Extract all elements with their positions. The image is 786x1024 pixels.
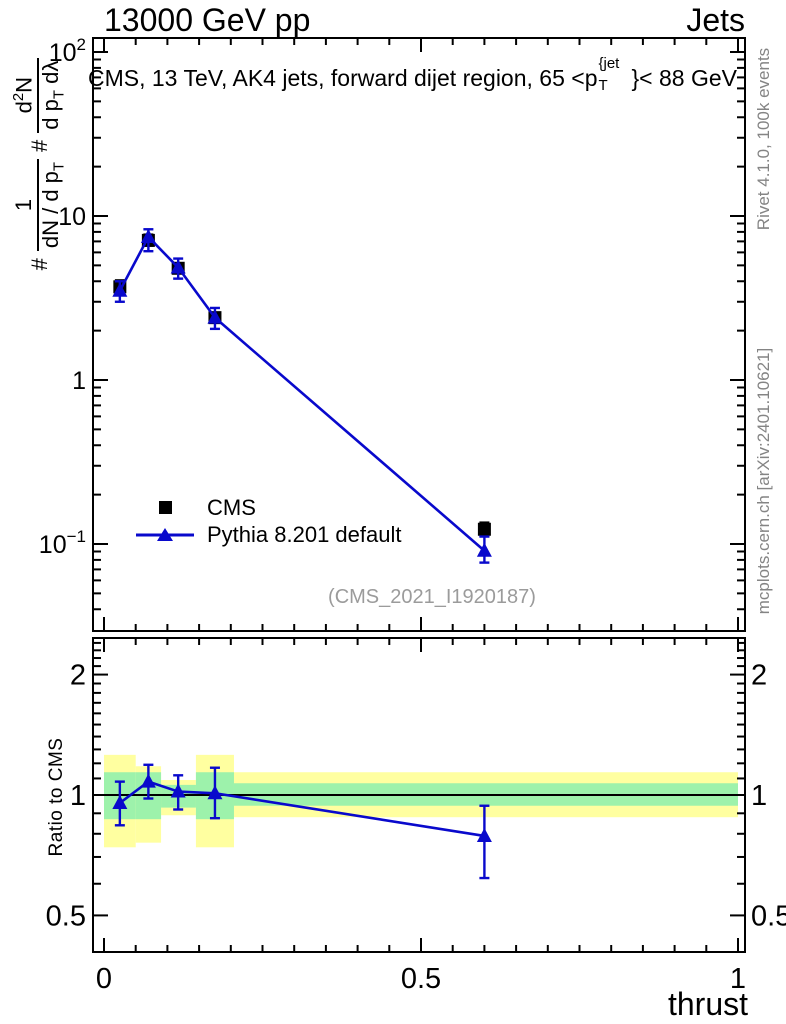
tick-label: 2	[70, 660, 86, 692]
title-analysis-group: Jets	[686, 2, 745, 38]
panel-title-supsub: {jet T	[598, 55, 620, 94]
pythia-data-point	[207, 309, 223, 324]
main-ytick-label: 10−1	[39, 527, 86, 559]
axis-ticks	[93, 38, 745, 952]
legend-label-cms: CMS	[207, 494, 256, 520]
ratio-ytick-labels: 2 2 1 1 0.5 0.5	[46, 660, 786, 933]
y-axis-label-hash1: #	[27, 258, 52, 271]
y-axis-label-hash2: #	[27, 139, 52, 152]
cms-data-point	[477, 522, 491, 536]
pythia-data-point	[140, 773, 156, 788]
pythia-data-point	[476, 542, 492, 557]
pythia-line-marker-icon	[134, 528, 196, 541]
pythia-data-point	[112, 794, 128, 809]
pythia-data-point	[170, 783, 186, 798]
tick-label: 1	[730, 963, 746, 995]
pythia-series	[112, 228, 492, 564]
mcplots-arxiv-text: mcplots.cern.ch [arXiv:2401.10621]	[754, 347, 773, 615]
tick-label: 2	[751, 660, 767, 692]
panel-title-suffix: }< 88 GeV	[631, 65, 738, 91]
legend-label-pythia: Pythia 8.201 default	[207, 521, 402, 547]
pythia-data-point	[207, 785, 223, 800]
ratio-axis-label: Ratio to CMS	[46, 737, 67, 857]
y-axis-label: # 1 dN / d pT # d2N d pT dλ	[4, 39, 76, 289]
tick-label: 1	[751, 780, 767, 812]
x-axis-label: thrust	[667, 986, 748, 1022]
cms-series	[113, 233, 491, 538]
pythia-triangle-marker-icon	[157, 528, 173, 541]
tick-label: 0	[96, 963, 112, 995]
main-ytick-label: 1	[72, 367, 86, 395]
tick-label: 0.5	[46, 900, 86, 932]
title-beam: 13000 GeV pp	[104, 2, 311, 38]
tick-label: 0.5	[751, 900, 786, 932]
main-ytick-labels: 102 10 1 10−1	[39, 35, 86, 559]
legend-item-pythia: Pythia 8.201 default	[134, 521, 401, 548]
legend-item-cms: CMS	[134, 494, 401, 521]
xtick-labels: 0 0.5 1	[96, 963, 746, 995]
pythia-data-point	[140, 228, 156, 243]
pythia-data-point	[476, 827, 492, 842]
tick-label: 1	[70, 780, 86, 812]
main-ytick-label: 102	[49, 35, 86, 67]
legend: CMS Pythia 8.201 default	[134, 494, 401, 548]
cms-square-marker-icon	[158, 501, 172, 514]
watermark-analysis-id: (CMS_2021_I1920187)	[328, 586, 536, 608]
tick-label: 0.5	[401, 963, 441, 995]
pythia-data-point	[170, 259, 186, 274]
y-axis-label-frac1: 1 dN / d pT	[11, 158, 68, 252]
uncertainty-bands	[104, 754, 738, 848]
panel-title: CMS, 13 TeV, AK4 jets, forward dijet reg…	[88, 55, 738, 94]
y-axis-label-frac2: d2N d pT dλ	[10, 57, 68, 133]
ratio-series	[112, 763, 492, 880]
rivet-version-text: Rivet 4.1.0, 100k events	[754, 47, 773, 231]
main-ytick-label: 10	[58, 203, 86, 231]
panel-title-prefix: CMS, 13 TeV, AK4 jets, forward dijet reg…	[88, 65, 598, 91]
pythia-data-point	[112, 282, 128, 297]
